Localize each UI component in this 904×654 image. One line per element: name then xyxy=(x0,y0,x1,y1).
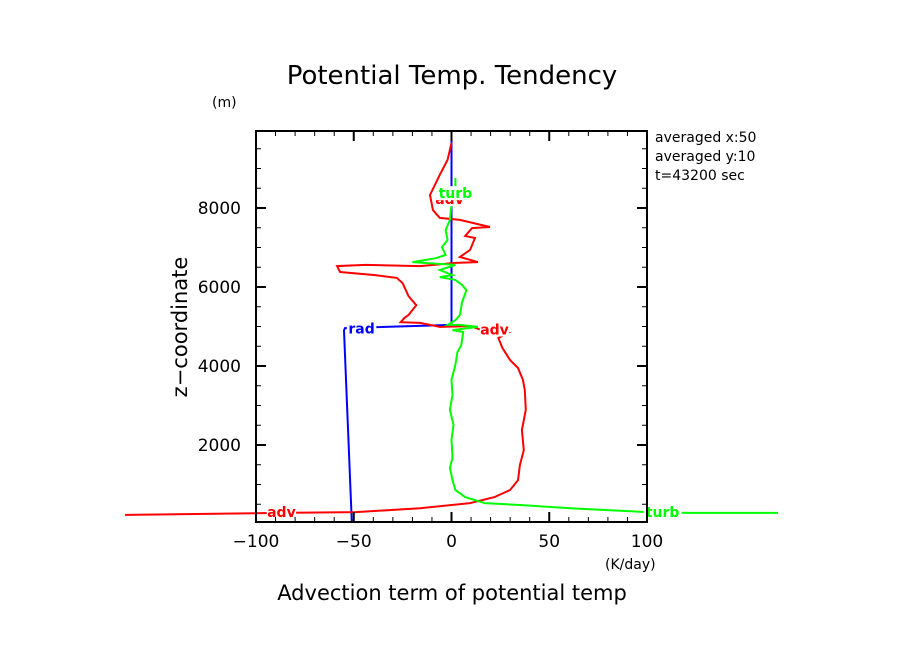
series-line-rad xyxy=(342,131,453,523)
x-tick-label: −100 xyxy=(233,532,280,552)
x-tick-label: 100 xyxy=(631,532,663,552)
x-tick-label: 0 xyxy=(446,532,457,552)
curve-label-adv: adv xyxy=(267,505,296,521)
chart-title: Potential Temp. Tendency xyxy=(287,61,618,91)
axes: −100 −50 0 50 100 2000 4000 6000 8000 xyxy=(198,130,663,552)
info-line: averaged x:50 xyxy=(655,130,756,146)
series-line-adv xyxy=(124,142,527,516)
x-tick-label: 50 xyxy=(538,532,560,552)
y-tick-label: 4000 xyxy=(198,357,241,377)
y-unit-label: (m) xyxy=(212,95,237,111)
curve-labels: advadvadvturbturbrad xyxy=(266,186,682,521)
series-line-turb xyxy=(412,178,778,514)
info-line: t=43200 sec xyxy=(655,168,745,184)
curve-label-rad: rad xyxy=(348,321,374,337)
info-line: averaged y:10 xyxy=(655,149,755,165)
curve-label-bg xyxy=(479,322,510,337)
x-tick-label: −50 xyxy=(336,532,372,552)
y-axis-label: z−coordinate xyxy=(168,257,192,398)
curve-label-turb: turb xyxy=(646,505,680,521)
curve-label-bg xyxy=(266,504,297,519)
curve-label-bg xyxy=(436,186,475,201)
curve-label-bg xyxy=(346,321,377,336)
info-annotations: averaged x:50 averaged y:10 t=43200 sec xyxy=(655,130,756,184)
curve-label-turb: turb xyxy=(439,186,473,202)
x-axis-label: Advection term of potential temp xyxy=(277,581,627,605)
curve-label-bg xyxy=(643,504,682,519)
x-unit-label: (K/day) xyxy=(605,557,656,573)
series-layer xyxy=(124,131,778,523)
y-tick-label: 8000 xyxy=(198,199,241,219)
y-tick-label: 2000 xyxy=(198,436,241,456)
y-tick-label: 6000 xyxy=(198,278,241,298)
curve-label-adv: adv xyxy=(480,322,509,338)
